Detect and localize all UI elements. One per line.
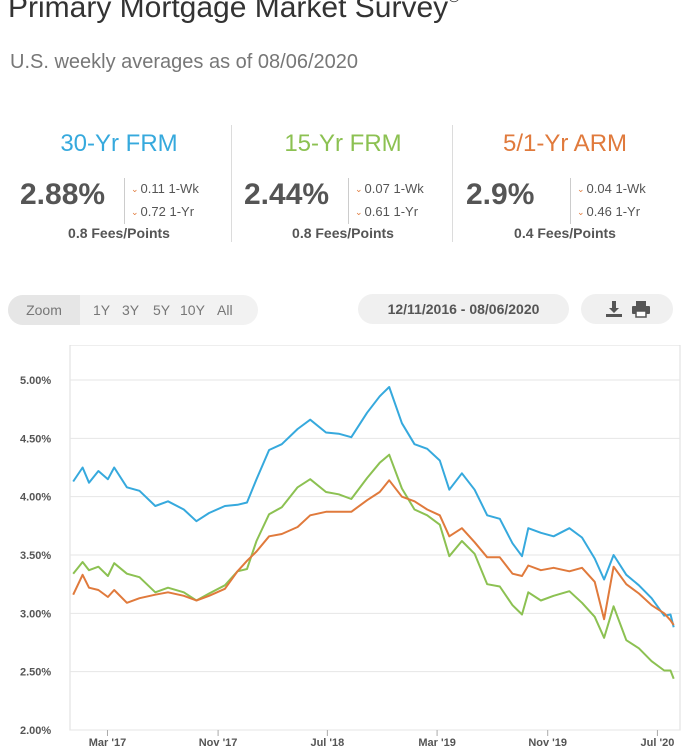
x-tick-label: Jul '18 bbox=[310, 737, 344, 749]
rate-card-15yr: 15-Yr FRM 2.44% ⌄ 0.07 1-Wk ⌄ 0.61 1-Yr 0.… bbox=[232, 128, 454, 243]
chevron-down-icon: ⌄ bbox=[577, 207, 585, 217]
zoom-5y-button[interactable]: 5Y bbox=[153, 302, 171, 318]
chevron-down-icon: ⌄ bbox=[355, 184, 363, 194]
rate-name: 30-Yr FRM bbox=[60, 130, 178, 157]
chevron-down-icon: ⌄ bbox=[577, 184, 585, 194]
rate-changes: ⌄ 0.11 1-Wk ⌄ 0.72 1-Yr bbox=[124, 178, 199, 224]
zoom-selector: Zoom 1Y 3Y 5Y 10Y All bbox=[8, 295, 258, 325]
weekly-change: 0.11 1-Wk bbox=[140, 181, 199, 196]
rate-name: 5/1-Yr ARM bbox=[502, 130, 628, 157]
rate-value: 2.9% bbox=[466, 178, 535, 211]
yearly-change: 0.72 1-Yr bbox=[140, 204, 195, 219]
rate-fees: 0.4 Fees/Points bbox=[514, 225, 616, 241]
y-tick-label: 3.50% bbox=[20, 550, 51, 562]
rate-changes: ⌄ 0.07 1-Wk ⌄ 0.61 1-Yr bbox=[348, 178, 424, 224]
rate-history-chart: 2.00% 2.50% 3.00% 3.50% 4.00% 4.50% 5.00% Mar '… bbox=[20, 345, 681, 749]
y-tick-label: 2.00% bbox=[20, 725, 51, 737]
x-tick-label: Nov '19 bbox=[528, 737, 567, 749]
divider bbox=[231, 125, 232, 242]
zoom-1y-button[interactable]: 1Y bbox=[93, 302, 111, 318]
chevron-down-icon: ⌄ bbox=[131, 207, 139, 217]
zoom-3y-button[interactable]: 3Y bbox=[122, 302, 140, 318]
series-line bbox=[72, 386, 675, 628]
zoom-label: Zoom bbox=[8, 295, 80, 325]
rate-fees: 0.8 Fees/Points bbox=[292, 225, 394, 241]
x-tick-label: Jul '20 bbox=[641, 737, 675, 749]
zoom-10y-button[interactable]: 10Y bbox=[180, 302, 205, 318]
zoom-all-button[interactable]: All bbox=[217, 302, 233, 318]
page-title-text: Primary Mortgage Market Survey bbox=[8, 0, 449, 24]
yearly-change: 0.61 1-Yr bbox=[364, 204, 419, 219]
x-tick-label: Mar '17 bbox=[89, 737, 126, 749]
rate-card-arm: 5/1-Yr ARM 2.9% ⌄ 0.04 1-Wk ⌄ 0.46 1-Yr 0.… bbox=[454, 128, 676, 243]
chevron-down-icon: ⌄ bbox=[355, 207, 363, 217]
rate-value: 2.88% bbox=[20, 178, 106, 211]
y-tick-label: 5.00% bbox=[20, 375, 51, 387]
page-title: Primary Mortgage Market Survey® bbox=[8, 0, 460, 25]
y-tick-label: 4.00% bbox=[20, 492, 51, 504]
rate-card-30yr: 30-Yr FRM 2.88% ⌄ 0.11 1-Wk ⌄ 0.72 1-Yr 0.… bbox=[8, 128, 230, 243]
weekly-change: 0.07 1-Wk bbox=[364, 181, 424, 196]
plot-area bbox=[69, 345, 681, 731]
rate-fees: 0.8 Fees/Points bbox=[68, 225, 170, 241]
y-tick-label: 4.50% bbox=[20, 433, 51, 445]
x-tick-label: Nov '17 bbox=[199, 737, 238, 749]
rate-value: 2.44% bbox=[244, 178, 330, 211]
x-tick-label: Mar '19 bbox=[418, 737, 455, 749]
series-line bbox=[72, 453, 675, 680]
page-subtitle: U.S. weekly averages as of 08/06/2020 bbox=[10, 51, 358, 73]
divider bbox=[452, 125, 453, 242]
series-line bbox=[72, 479, 675, 626]
rate-name: 15-Yr FRM bbox=[284, 130, 402, 157]
chevron-down-icon: ⌄ bbox=[131, 184, 139, 194]
rate-changes: ⌄ 0.04 1-Wk ⌄ 0.46 1-Yr bbox=[570, 178, 646, 224]
y-tick-label: 2.50% bbox=[20, 667, 51, 679]
weekly-change: 0.04 1-Wk bbox=[586, 181, 646, 196]
download-icon[interactable] bbox=[603, 299, 625, 319]
registered-mark: ® bbox=[448, 0, 460, 6]
print-icon[interactable] bbox=[630, 299, 652, 319]
y-tick-label: 3.00% bbox=[20, 608, 51, 620]
chart-tools bbox=[581, 294, 673, 324]
date-range-picker[interactable]: 12/11/2016 - 08/06/2020 bbox=[358, 294, 569, 324]
yearly-change: 0.46 1-Yr bbox=[586, 204, 641, 219]
